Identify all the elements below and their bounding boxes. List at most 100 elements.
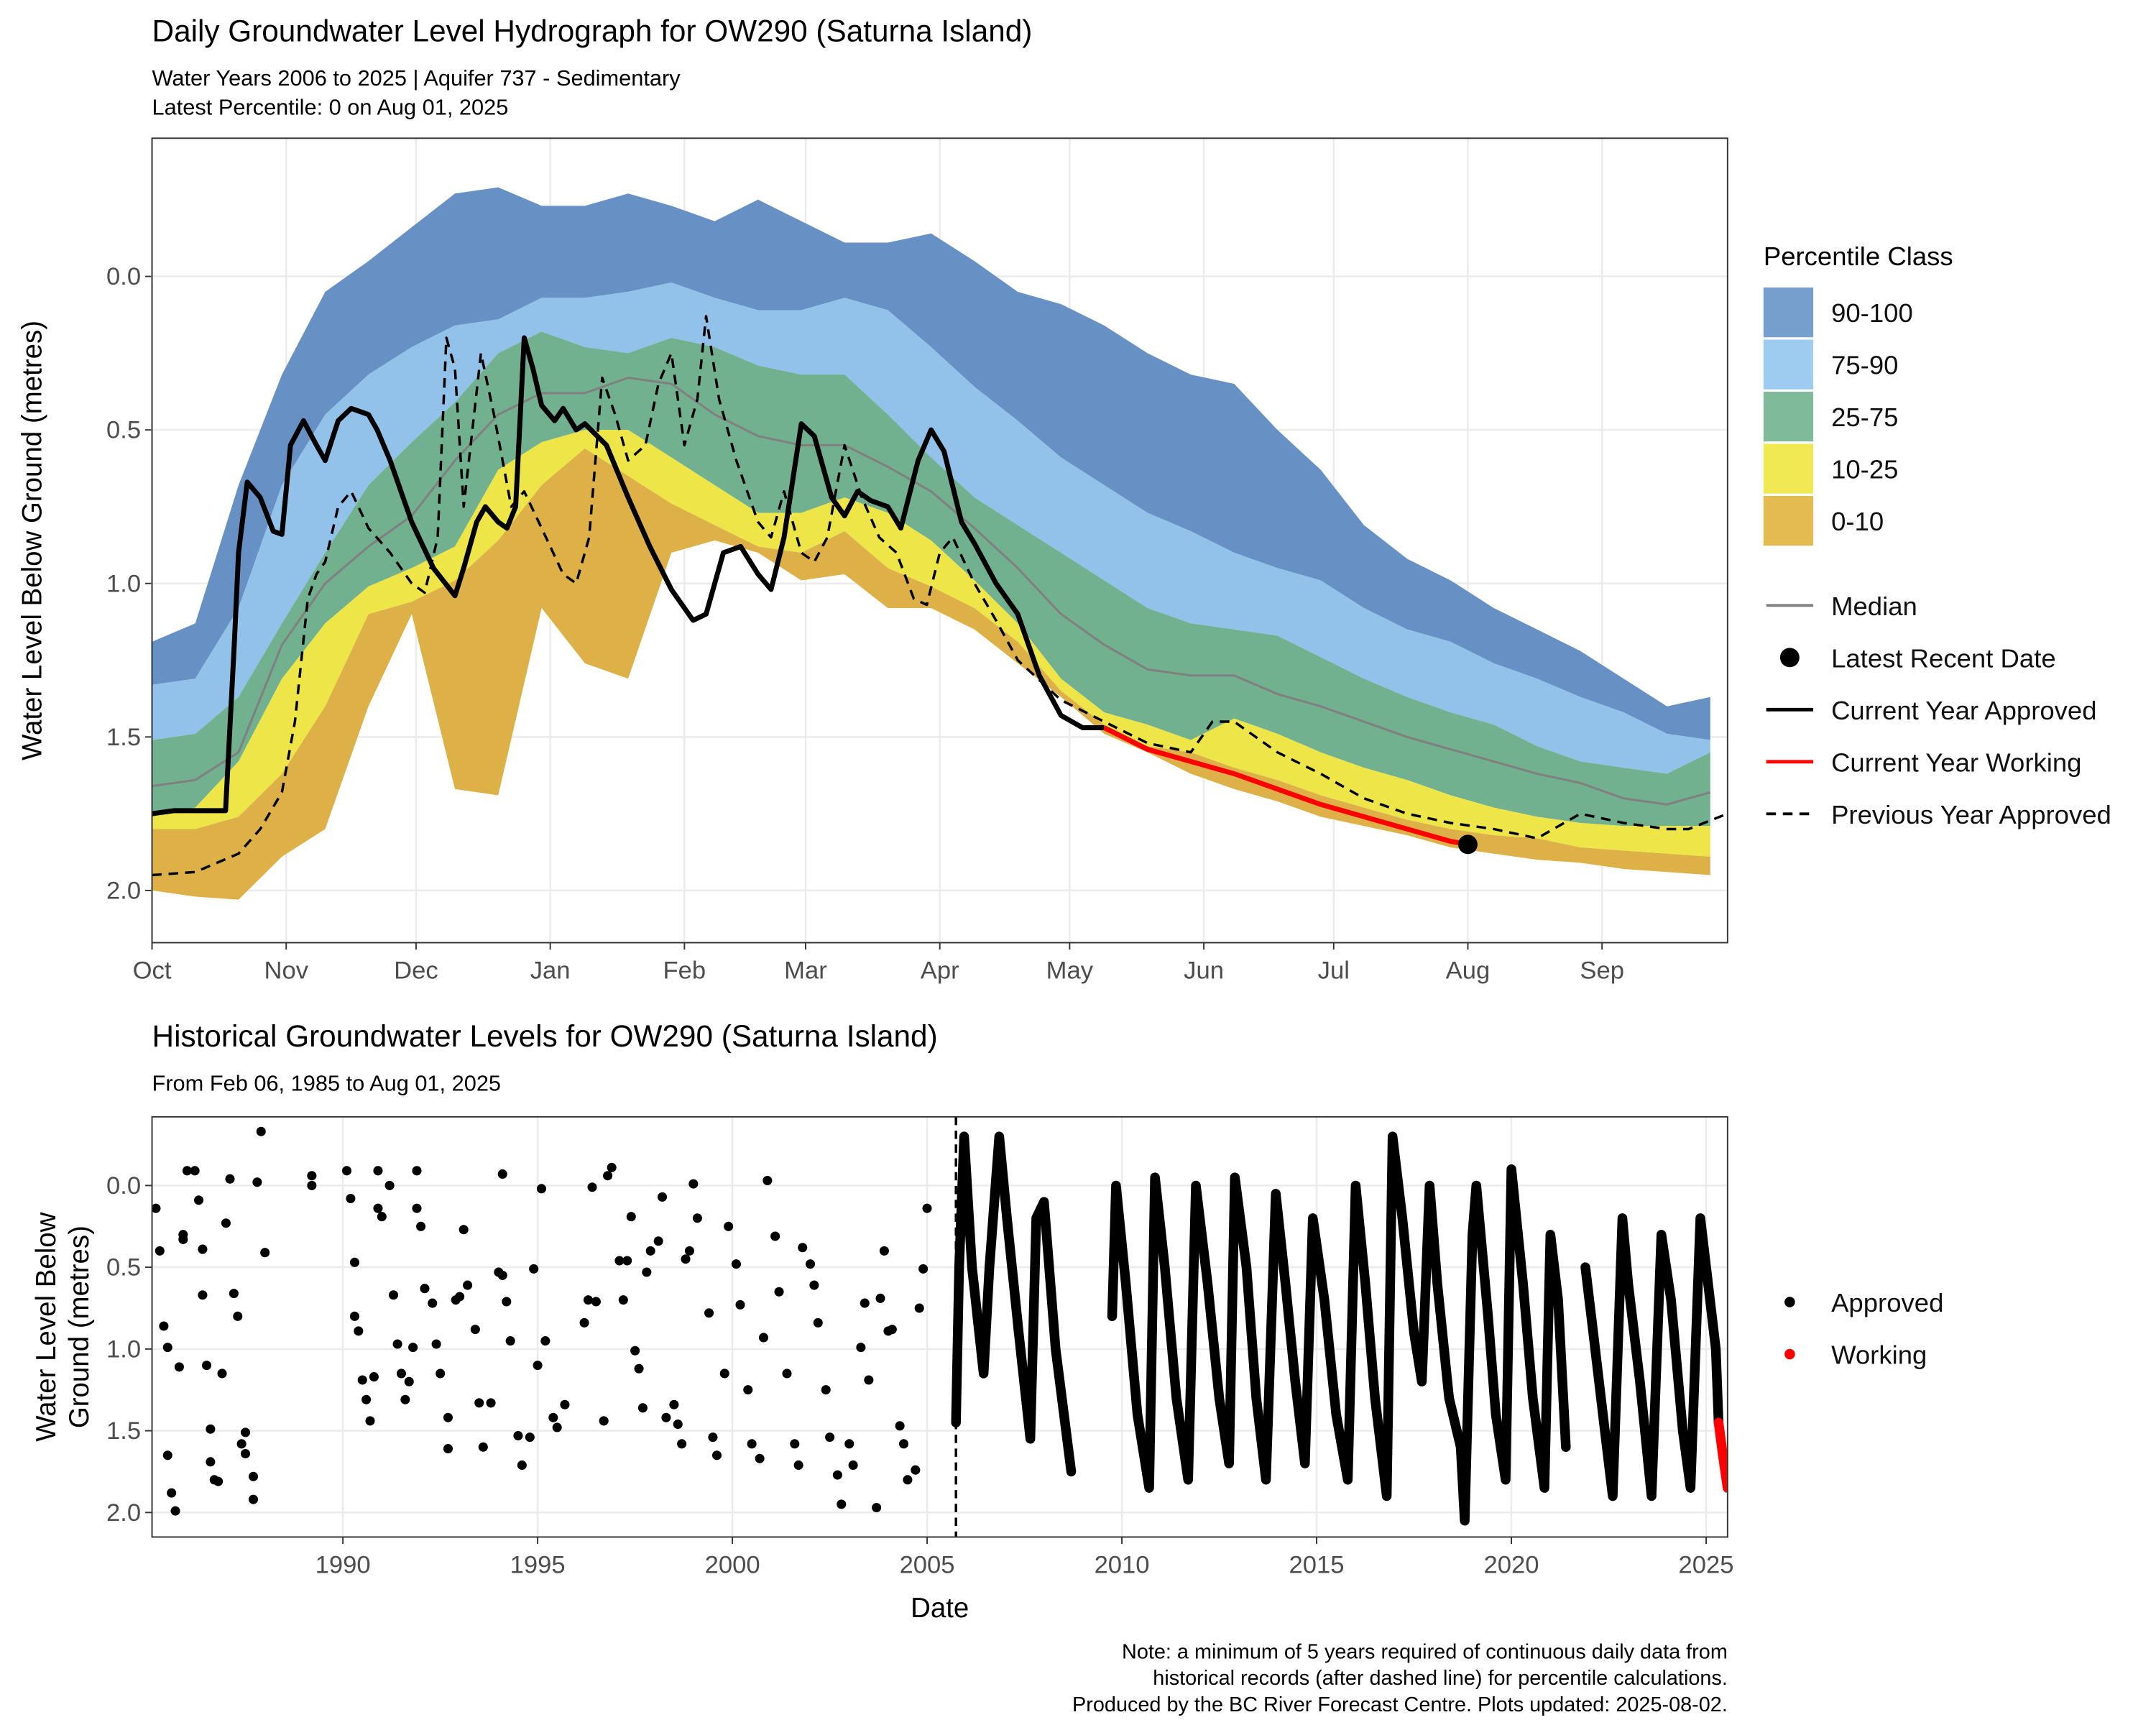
- data-point: [470, 1325, 480, 1335]
- data-point: [412, 1166, 422, 1176]
- legend-label: Median: [1831, 592, 1917, 621]
- x-tick-label: Jan: [530, 957, 571, 985]
- data-point: [162, 1343, 172, 1353]
- note: Note: a minimum of 5 years required of c…: [1122, 1641, 1728, 1664]
- data-point: [533, 1361, 543, 1371]
- y-axis-label: Ground (metres): [64, 1225, 95, 1428]
- data-point: [798, 1243, 808, 1253]
- data-point: [486, 1398, 496, 1408]
- legend-label: Latest Recent Date: [1831, 643, 2056, 673]
- legend-label: Current Year Working: [1831, 748, 2081, 777]
- x-tick-label: Feb: [663, 957, 706, 985]
- x-tick-label: 2010: [1095, 1551, 1150, 1578]
- data-point: [758, 1333, 769, 1343]
- x-tick-label: 2005: [900, 1551, 955, 1578]
- data-point: [373, 1203, 383, 1213]
- x-tick-label: May: [1046, 957, 1094, 985]
- legend-label: Approved: [1831, 1288, 1943, 1317]
- data-point: [420, 1284, 430, 1294]
- data-point: [856, 1343, 866, 1353]
- data-point: [809, 1280, 819, 1290]
- legend-label: 25-75: [1831, 402, 1898, 432]
- data-point: [152, 1203, 161, 1213]
- data-point: [599, 1416, 609, 1426]
- data-point: [630, 1346, 640, 1356]
- chart-title: Daily Groundwater Level Hydrograph for O…: [152, 14, 1033, 48]
- data-point: [622, 1256, 632, 1266]
- data-point: [174, 1362, 184, 1372]
- legend-swatch: [1763, 443, 1814, 494]
- note: historical records (after dashed line) f…: [1153, 1667, 1728, 1690]
- x-tick-label: Sep: [1580, 957, 1624, 985]
- data-point: [408, 1343, 418, 1353]
- data-point: [236, 1439, 247, 1449]
- data-point: [637, 1403, 648, 1413]
- daily-record: [1713, 1417, 1728, 1493]
- data-point: [256, 1126, 266, 1136]
- data-point: [307, 1180, 317, 1190]
- x-tick-label: Jul: [1318, 957, 1350, 985]
- data-point: [198, 1290, 208, 1300]
- data-point: [895, 1421, 905, 1431]
- data-point: [384, 1180, 395, 1190]
- data-point: [645, 1246, 655, 1256]
- data-point: [400, 1394, 410, 1404]
- data-point: [642, 1267, 652, 1277]
- data-point: [583, 1295, 593, 1305]
- x-tick-label: Mar: [784, 957, 827, 985]
- data-point: [443, 1412, 453, 1422]
- x-tick-label: 2015: [1289, 1551, 1345, 1578]
- data-point: [844, 1439, 854, 1449]
- daily-record: [951, 1131, 1724, 1526]
- note: Produced by the BC River Forecast Centre…: [1072, 1693, 1728, 1716]
- data-point: [182, 1166, 192, 1176]
- data-point: [688, 1179, 699, 1189]
- data-point: [252, 1177, 262, 1187]
- data-point: [770, 1231, 780, 1241]
- legend-key: [1784, 1348, 1795, 1360]
- data-point: [763, 1175, 773, 1186]
- data-point: [365, 1416, 375, 1426]
- data-point: [747, 1439, 757, 1449]
- data-point: [463, 1280, 473, 1290]
- latest-point: [1458, 834, 1478, 855]
- data-point: [658, 1192, 668, 1202]
- data-point: [898, 1439, 909, 1449]
- data-point: [918, 1264, 929, 1274]
- data-point: [774, 1287, 784, 1297]
- data-point: [825, 1432, 835, 1443]
- data-point: [307, 1171, 317, 1181]
- data-point: [681, 1254, 691, 1264]
- data-point: [560, 1399, 570, 1409]
- legend-swatch: [1763, 392, 1814, 442]
- data-point: [903, 1475, 913, 1485]
- data-point: [443, 1444, 453, 1454]
- data-point: [591, 1297, 601, 1307]
- data-point: [373, 1166, 383, 1176]
- data-point: [813, 1317, 823, 1328]
- data-point: [404, 1376, 414, 1386]
- subtitle: Latest Percentile: 0 on Aug 01, 2025: [152, 95, 509, 120]
- data-point: [793, 1460, 803, 1470]
- legend-label: 90-100: [1831, 298, 1913, 328]
- series-line: [152, 315, 1728, 877]
- data-point: [735, 1300, 745, 1310]
- plot-area: [152, 187, 1728, 900]
- data-point: [887, 1325, 897, 1335]
- data-point: [428, 1298, 438, 1308]
- data-point: [260, 1248, 270, 1258]
- data-point: [217, 1368, 227, 1379]
- y-tick-label: 0.0: [106, 263, 141, 290]
- legend-title: Percentile Class: [1764, 242, 1953, 271]
- x-tick-label: 1995: [510, 1551, 566, 1578]
- data-point: [634, 1363, 644, 1374]
- data-point: [392, 1339, 402, 1349]
- y-axis-label: Water Level Below Ground (metres): [17, 321, 48, 760]
- legend-label: Working: [1831, 1340, 1927, 1370]
- data-point: [341, 1166, 352, 1176]
- y-axis-label: Water Level Below: [31, 1212, 62, 1441]
- data-point: [354, 1326, 364, 1336]
- data-point: [669, 1399, 679, 1409]
- data-point: [170, 1506, 180, 1516]
